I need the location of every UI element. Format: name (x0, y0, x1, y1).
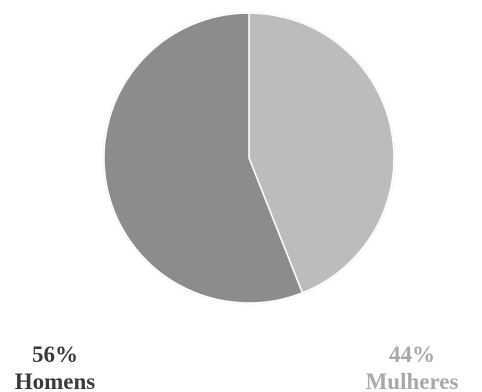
pie-slice-mulheres (248, 12, 395, 294)
homens-name-label: Homens (15, 369, 96, 392)
mulheres-name-label: Mulheres (366, 369, 459, 392)
pie-slices (102, 11, 396, 305)
mulheres-percent-label: 44% (389, 342, 435, 367)
label-mulheres: 44% Mulheres (366, 342, 459, 392)
label-homens: 56% Homens (15, 342, 96, 392)
pie-slice-homens (103, 12, 304, 304)
homens-percent-label: 56% (32, 342, 78, 367)
